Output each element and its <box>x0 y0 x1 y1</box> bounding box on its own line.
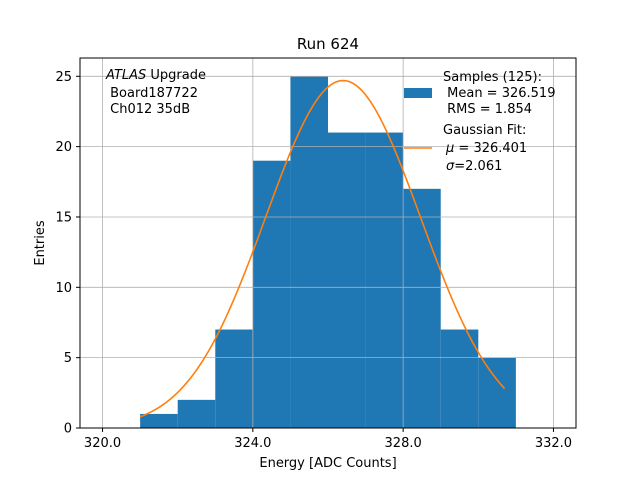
legend-fit-title: Gaussian Fit: <box>443 123 526 138</box>
histogram-bar <box>215 329 253 428</box>
histogram-bar <box>440 329 479 428</box>
atlas-annotation: ATLAS Upgrade Board187722 Ch012 35dB <box>105 68 206 117</box>
x-tick-label: 320.0 <box>84 436 121 451</box>
histogram-bar <box>403 188 441 428</box>
legend-fit-sigma-symbol: σ <box>446 159 455 174</box>
y-tick-label: 15 <box>55 210 72 225</box>
svg-text:μ = 326.401: μ = 326.401 <box>445 141 527 156</box>
legend: Samples (125): Mean = 326.519 RMS = 1.85… <box>404 70 555 174</box>
legend-fit-sigma-value: =2.061 <box>454 159 502 174</box>
annotation-atlas: ATLAS <box>105 68 146 83</box>
annotation-channel: Ch012 35dB <box>106 102 190 117</box>
annotation-board: Board187722 <box>106 86 198 101</box>
svg-text:ATLAS Upgrade: ATLAS Upgrade <box>105 68 206 83</box>
x-tick-label: 328.0 <box>385 436 422 451</box>
legend-samples-title: Samples (125): <box>443 70 542 85</box>
y-tick-label: 5 <box>64 351 72 366</box>
y-tick-label: 20 <box>55 140 72 155</box>
chart-title: Run 624 <box>297 35 359 53</box>
histogram-bar <box>328 132 366 428</box>
legend-fit-mu-value: = 326.401 <box>454 141 527 156</box>
annotation-upgrade: Upgrade <box>146 68 206 83</box>
histogram-bar <box>290 76 328 428</box>
x-axis-label: Energy [ADC Counts] <box>259 456 396 471</box>
histogram-bar <box>252 160 291 428</box>
legend-samples-swatch <box>404 88 432 98</box>
axis-ticks: 320.0 324.0 328.0 332.0 0 5 10 15 20 25 <box>55 70 572 451</box>
plot-area <box>80 58 576 429</box>
histogram-bar <box>177 399 216 428</box>
y-axis-label: Entries <box>33 220 48 266</box>
x-tick-label: 332.0 <box>535 436 572 451</box>
histogram-bar <box>365 132 404 428</box>
svg-text:σ=2.061: σ=2.061 <box>446 159 502 174</box>
y-tick-label: 0 <box>64 422 72 437</box>
legend-samples-mean: Mean = 326.519 <box>443 86 555 101</box>
y-tick-label: 10 <box>55 281 72 296</box>
legend-fit-mu-symbol: μ <box>445 141 454 156</box>
legend-samples-rms: RMS = 1.854 <box>443 102 532 117</box>
plot-frame <box>79 57 577 429</box>
x-tick-label: 324.0 <box>234 436 271 451</box>
histogram-bar <box>140 413 178 428</box>
histogram-bar <box>478 357 516 428</box>
y-tick-label: 25 <box>55 70 72 85</box>
gaussian-fit-curve <box>139 79 506 418</box>
